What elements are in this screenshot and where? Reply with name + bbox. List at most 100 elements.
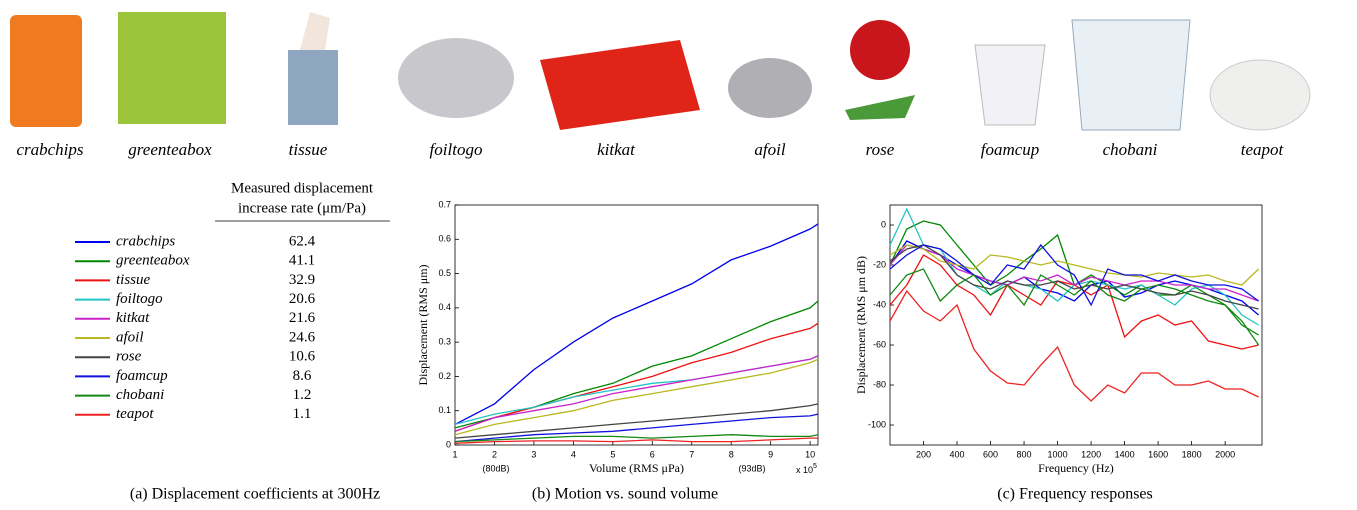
y-axis-label: Displacement (RMS μm): [416, 264, 430, 385]
object-label: foamcup: [981, 140, 1040, 159]
y-tick-label: 0.5: [438, 268, 451, 278]
row-name: greenteabox: [116, 253, 190, 269]
row-rate: 62.4: [289, 233, 316, 249]
object-label: greenteabox: [128, 140, 212, 159]
photo-crabchips: [10, 15, 82, 127]
photo-tissue: [288, 50, 338, 125]
y-tick-label: -20: [873, 259, 886, 269]
row-name: chobani: [116, 387, 164, 403]
photo-rose: [850, 20, 910, 80]
table-header: increase rate (μm/Pa): [238, 200, 366, 216]
row-name: foamcup: [116, 368, 168, 384]
row-name: crabchips: [116, 233, 175, 249]
row-name: tissue: [116, 272, 151, 288]
photo-tissue-paper: [300, 12, 330, 50]
series-line: [454, 413, 819, 443]
object-label: rose: [866, 140, 895, 159]
row-rate: 24.6: [289, 329, 316, 345]
x-tick-label: 1200: [1081, 449, 1101, 459]
multiplier-base: x 10: [796, 465, 813, 475]
row-rate: 21.6: [289, 310, 316, 326]
x-tick-label: 2: [492, 449, 497, 459]
x-tick-label: 6: [650, 449, 655, 459]
object-label: foiltogo: [430, 140, 483, 159]
photo-rose-leaves: [845, 95, 915, 120]
object-label: chobani: [1103, 140, 1158, 159]
caption: (b) Motion vs. sound volume: [532, 486, 718, 503]
object-label: crabchips: [16, 140, 83, 159]
y-tick-label: -80: [873, 379, 886, 389]
row-name: teapot: [116, 406, 154, 422]
photo-afoil: [728, 58, 812, 118]
photo-foamcup: [974, 44, 1046, 126]
y-tick-label: 0.3: [438, 337, 451, 347]
photo-chobani: [1071, 19, 1191, 131]
series-line: [889, 268, 1260, 346]
row-name: rose: [116, 349, 142, 365]
x-tick-label: 1: [452, 449, 457, 459]
row-rate: 1.1: [293, 406, 312, 422]
object-label: tissue: [289, 140, 328, 159]
y-tick-label: 0.6: [438, 234, 451, 244]
series-line: [889, 254, 1259, 350]
series-line: [889, 220, 1259, 336]
y-tick-label: 0.1: [438, 405, 451, 415]
x-tick-label: 1600: [1148, 449, 1168, 459]
table-header: Measured displacement: [231, 180, 374, 196]
x-tick-label: 3: [531, 449, 536, 459]
photo-foiltogo: [398, 38, 514, 118]
y-tick-label: 0.4: [438, 302, 451, 312]
row-rate: 8.6: [293, 368, 312, 384]
x-tick-label: 8: [729, 449, 734, 459]
x-tick-label: 200: [916, 449, 931, 459]
row-name: afoil: [116, 329, 144, 345]
row-rate: 10.6: [289, 349, 316, 365]
x-axis-label: Volume (RMS μPa): [589, 461, 684, 475]
object-label: afoil: [754, 140, 785, 159]
photo-greenteabox: [118, 12, 226, 124]
row-name: foiltogo: [116, 291, 163, 307]
series-line: [889, 244, 1260, 286]
caption: (c) Frequency responses: [997, 486, 1153, 503]
multiplier-exponent: 5: [813, 463, 817, 470]
y-tick-label: 0: [446, 439, 451, 449]
row-rate: 20.6: [289, 291, 316, 307]
y-tick-label: 0: [881, 219, 886, 229]
y-tick-label: 0.2: [438, 371, 451, 381]
row-rate: 41.1: [289, 253, 315, 269]
series-line: [454, 355, 819, 432]
series-line: [454, 437, 818, 444]
series-line: [889, 243, 1259, 307]
series-line: [889, 207, 1259, 326]
plot-frame: [454, 204, 819, 446]
object-label: kitkat: [597, 140, 636, 159]
y-tick-label: -100: [868, 419, 886, 429]
x-tick-label: 1800: [1182, 449, 1202, 459]
series-line: [454, 300, 819, 429]
series-line: [454, 322, 819, 432]
series-line: [454, 223, 819, 425]
plot-frame: [889, 204, 1263, 446]
x-tick-label: 7: [689, 449, 694, 459]
y-tick-label: 0.7: [438, 199, 451, 209]
x-axis-label: Frequency (Hz): [1038, 461, 1114, 475]
row-rate: 1.2: [293, 387, 312, 403]
series-line: [454, 358, 819, 436]
annotation: (80dB): [482, 463, 509, 473]
object-label: teapot: [1241, 140, 1285, 159]
series-line: [454, 434, 819, 443]
x-tick-label: 800: [1017, 449, 1032, 459]
x-tick-label: 400: [950, 449, 965, 459]
y-tick-label: -60: [873, 339, 886, 349]
annotation: (93dB): [738, 463, 765, 473]
x-tick-label: 1000: [1048, 449, 1068, 459]
object-photos: [10, 12, 1311, 131]
y-axis-label: Displacement (RMS μm dB): [854, 256, 868, 394]
x-tick-label: 600: [983, 449, 998, 459]
series-line: [889, 244, 1259, 310]
row-name: kitkat: [116, 310, 150, 326]
x-tick-label: 4: [571, 449, 576, 459]
axis-multiplier: x 105: [796, 463, 817, 476]
photo-teapot: [1209, 59, 1311, 131]
